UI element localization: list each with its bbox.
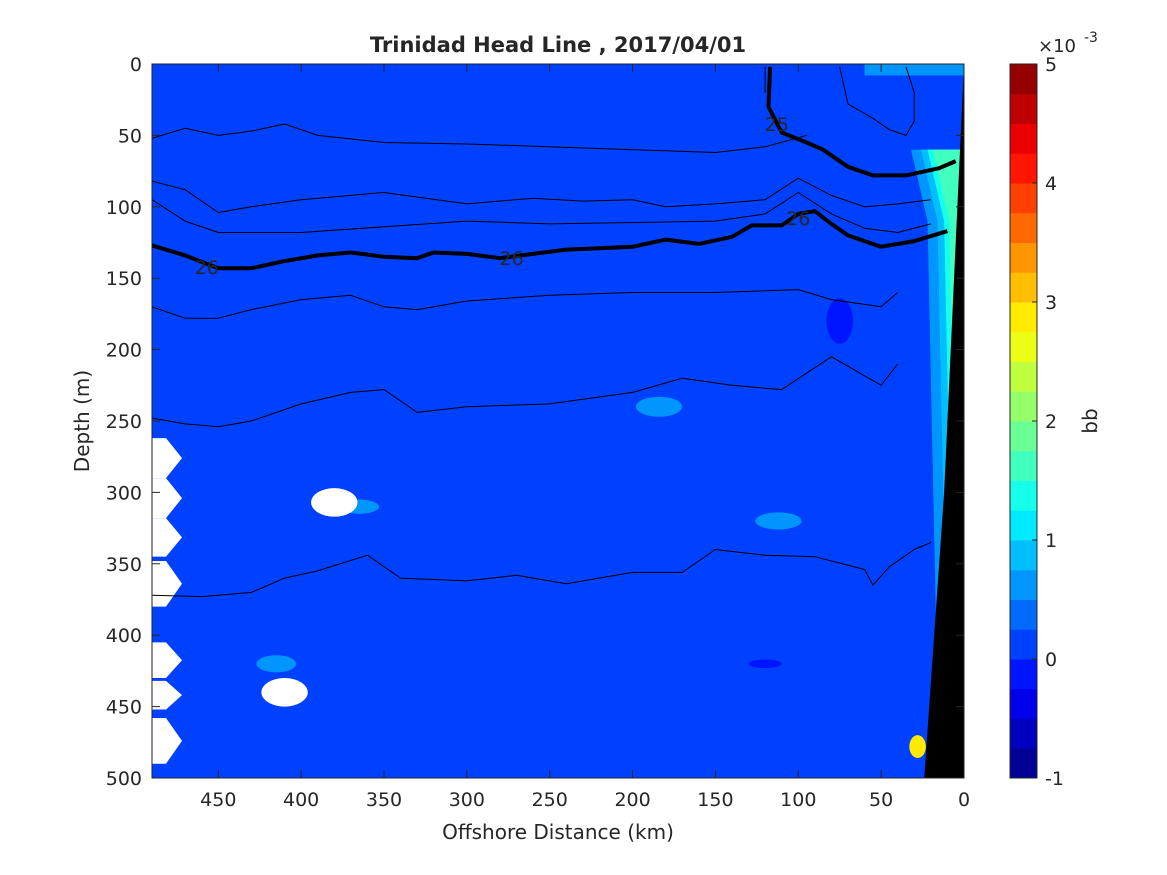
colorbar-level-19 [1010, 183, 1037, 214]
colorbar-level-20 [1010, 153, 1037, 184]
heatmap-cell-5 [256, 655, 297, 673]
colorbar-level-9 [1010, 480, 1037, 511]
heatmap-cell-4 [755, 512, 802, 530]
colorbar-level-21 [1010, 123, 1037, 154]
y-tick-label-10: 500 [106, 768, 142, 790]
plot-area: 25 26 26 26 [152, 64, 964, 778]
colorbar-level-22 [1010, 93, 1037, 124]
contour-line-2 [152, 192, 932, 233]
y-tick-label-4: 200 [106, 340, 142, 362]
colorbar-level-6 [1010, 569, 1037, 600]
colorbar-level-5 [1010, 599, 1037, 630]
colorbar-level-8 [1010, 510, 1037, 541]
x-tick-label-7: 100 [780, 789, 816, 811]
colorbar-ticks: -1 0 1 2 3 4 5 [1032, 54, 1064, 790]
colorbar-multiplier: ×10 [1038, 36, 1076, 57]
x-tick-label-4: 250 [532, 789, 568, 811]
contour-line-1 [152, 177, 931, 213]
chart-title: Trinidad Head Line , 2017/04/01 [370, 33, 746, 57]
y-tick-label-0: 0 [130, 54, 142, 76]
x-tick-label-6: 150 [697, 789, 733, 811]
y-tick-label-7: 350 [106, 554, 142, 576]
colorbar-level-10 [1010, 450, 1037, 481]
colorbar-level-17 [1010, 242, 1037, 273]
colorbar-level-3 [1010, 659, 1037, 690]
colorbar: -1 0 1 2 3 4 5 ×10 -3 bb [1009, 30, 1102, 790]
colorbar-level-12 [1010, 391, 1037, 422]
surface-band [864, 64, 964, 76]
colorbar-level-16 [1010, 272, 1037, 303]
contour-label-0: 25 [765, 114, 789, 136]
colorbar-level-1 [1010, 718, 1037, 749]
contour-label-3: 26 [786, 208, 810, 230]
x-tick-label-3: 300 [449, 789, 485, 811]
y-tick-label-9: 450 [106, 697, 142, 719]
colorbar-level-4 [1010, 629, 1037, 660]
contour-label-1: 26 [195, 257, 219, 279]
contour-line-9 [839, 66, 915, 136]
contour-line-5 [152, 289, 899, 319]
colorbar-tick-label-5: 4 [1045, 173, 1057, 195]
y-tick-label-2: 100 [106, 197, 142, 219]
colorbar-tick-label-3: 2 [1045, 411, 1057, 433]
density-contours [152, 66, 957, 598]
no-data-edge-5 [152, 680, 182, 710]
x-axis-label: Offshore Distance (km) [442, 820, 674, 844]
y-axis-label: Depth (m) [70, 370, 94, 472]
colorbar-tick-label-0: -1 [1045, 768, 1064, 790]
heatmap-anomalies [256, 298, 926, 759]
colorbar-level-11 [1010, 421, 1037, 452]
no-data-edge-4 [152, 642, 182, 679]
heatmap-cell-7 [826, 298, 853, 344]
no-data-edge-6 [152, 718, 182, 764]
contour-line-3 [152, 209, 948, 271]
contour-line-4 [766, 66, 957, 178]
y-tick-label-6: 300 [106, 482, 142, 504]
x-axis-ticks: 450 400 350 300 250 200 150 100 50 0 [200, 64, 970, 811]
x-tick-label-2: 350 [366, 789, 402, 811]
heatmap-cell-0 [311, 488, 358, 517]
heatmap-cell-8 [909, 735, 926, 759]
colorbar-level-15 [1010, 302, 1037, 333]
colorbar-label: bb [1078, 408, 1102, 433]
colorbar-level-23 [1010, 64, 1037, 95]
y-tick-label-8: 400 [106, 625, 142, 647]
colorbar-level-0 [1010, 748, 1037, 779]
contour-label-2: 26 [500, 248, 524, 270]
y-tick-label-5: 250 [106, 411, 142, 433]
colorbar-exponent: -3 [1084, 30, 1098, 46]
x-tick-label-8: 50 [869, 789, 893, 811]
colorbar-level-14 [1010, 331, 1037, 362]
seafloor-bathymetry [924, 64, 964, 778]
x-tick-label-9: 0 [958, 789, 970, 811]
colorbar-tick-label-2: 1 [1045, 530, 1057, 552]
colorbar-tick-label-6: 5 [1045, 54, 1057, 76]
y-tick-label-3: 150 [106, 268, 142, 290]
heatmap-cell-1 [261, 678, 308, 707]
no-data-edge-1 [152, 478, 182, 519]
colorbar-level-7 [1010, 540, 1037, 571]
contour-line-7 [152, 541, 932, 598]
y-tick-label-1: 50 [118, 125, 142, 147]
contour-line-0 [152, 123, 807, 153]
colorbar-tick-label-4: 3 [1045, 292, 1057, 314]
x-tick-label-1: 400 [283, 789, 319, 811]
colorbar-tick-label-1: 0 [1045, 649, 1057, 671]
heatmap-cell-2 [635, 396, 683, 417]
no-data-edge-0 [152, 438, 182, 479]
y-axis-ticks: 0 50 100 150 200 250 300 350 400 450 500 [106, 54, 964, 790]
heatmap-cell-6 [748, 659, 782, 669]
contour-line-6 [152, 356, 899, 428]
x-tick-label-5: 200 [614, 789, 650, 811]
colorbar-level-13 [1010, 361, 1037, 392]
no-data-edge-2 [152, 518, 182, 557]
x-tick-label-0: 450 [200, 789, 236, 811]
contour-labels: 25 26 26 26 [195, 114, 811, 279]
colorbar-level-18 [1010, 212, 1037, 243]
colorbar-levels [1010, 64, 1037, 779]
colorbar-level-2 [1010, 688, 1037, 719]
